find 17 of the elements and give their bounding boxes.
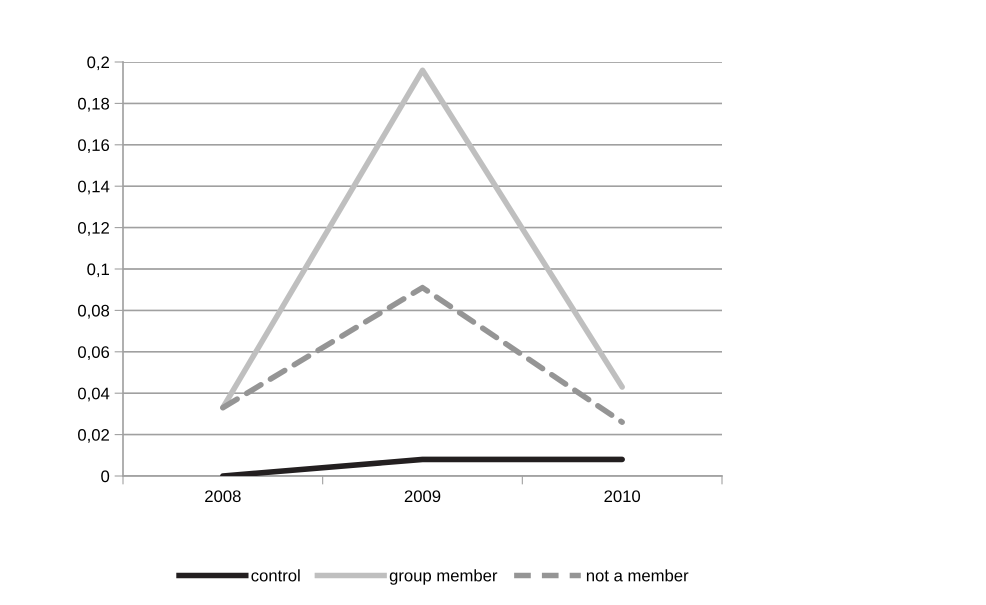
x-tick-label: 2008	[205, 490, 241, 502]
y-tick-label: 0,1	[87, 263, 109, 278]
y-tick-label: 0,18	[78, 98, 110, 112]
y-tick-label: 0,06	[78, 346, 110, 360]
y-tick-label: 0,08	[78, 304, 110, 319]
y-tick-label: 0,16	[78, 139, 110, 153]
y-tick-label: 0,02	[78, 429, 109, 443]
x-tick-label: 2009	[404, 490, 440, 502]
y-tick-label: 0,04	[78, 388, 110, 402]
x-tick-label: 2010	[604, 490, 640, 502]
legend-label: control	[251, 569, 300, 582]
legend-label: not a member	[586, 569, 688, 582]
y-tick-label: 0,2	[87, 56, 109, 70]
y-tick-label: 0	[101, 470, 110, 482]
y-tick-label: 0,12	[78, 222, 109, 236]
legend-label: group member	[390, 569, 498, 585]
y-tick-label: 0,14	[78, 180, 110, 194]
